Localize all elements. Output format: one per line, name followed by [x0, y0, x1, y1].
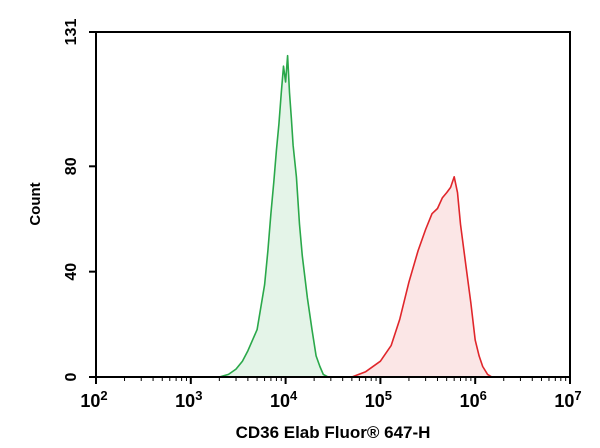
x-axis-title: CD36 Elab Fluor® 647-H [236, 423, 431, 442]
x-tick-label: 105 [365, 388, 392, 411]
plot-frame [95, 31, 571, 378]
series-1-line [219, 54, 329, 378]
x-tick-label: 106 [460, 388, 487, 411]
series-fills [219, 55, 492, 377]
series-1-area [219, 55, 328, 377]
y-tick-label: 40 [63, 263, 80, 281]
y-tick-label: 131 [63, 19, 80, 46]
y-tick-label: 80 [63, 157, 80, 175]
y-axis-ticks: 0 40 80 131 [63, 19, 96, 381]
series-2-area [351, 176, 492, 377]
x-tick-label: 103 [175, 388, 202, 411]
series-2-line [351, 176, 493, 378]
series-lines [219, 54, 493, 378]
y-tick-label: 0 [63, 372, 80, 381]
x-tick-label: 102 [80, 388, 107, 411]
x-tick-label: 104 [270, 388, 298, 411]
y-axis-title: Count [27, 182, 44, 225]
x-tick-label: 107 [554, 388, 581, 411]
x-axis-ticks: 102 103 104 105 106 107 [80, 377, 582, 411]
